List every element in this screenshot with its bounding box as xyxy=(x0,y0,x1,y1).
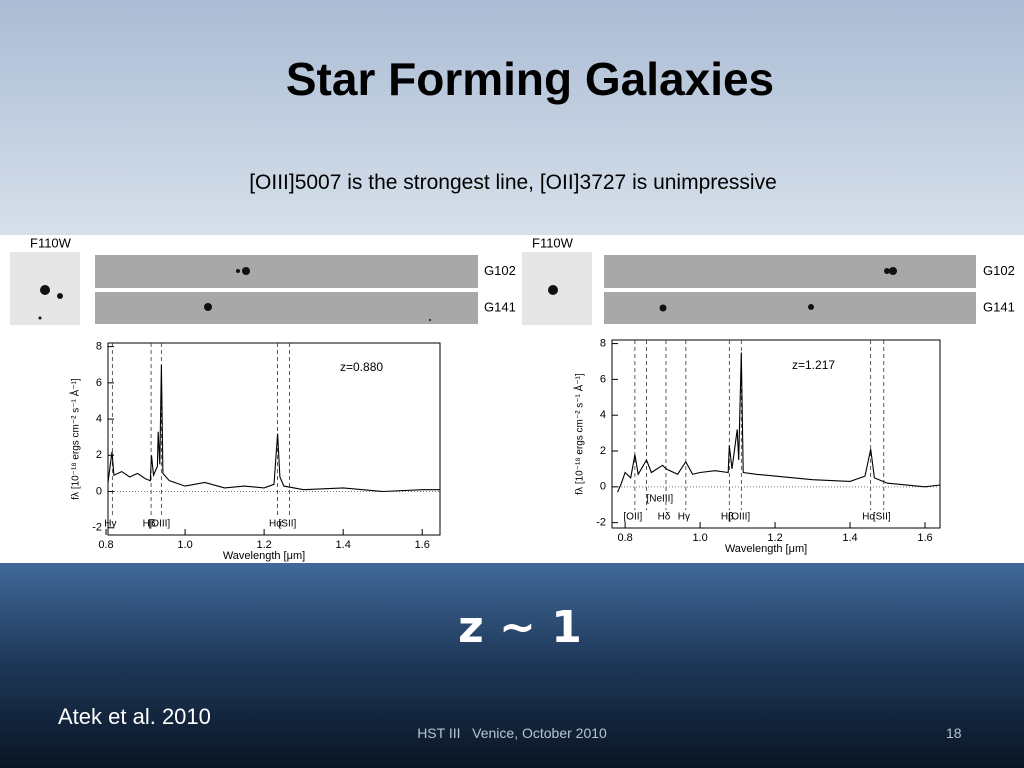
emission-line-label: [OIII] xyxy=(149,519,171,530)
x-tick-label: 1.2 xyxy=(767,532,782,544)
emission-line-label: Hδ xyxy=(658,512,671,523)
x-tick-label: 1.4 xyxy=(336,539,351,551)
x-tick-label: 0.8 xyxy=(98,539,113,551)
strip-source xyxy=(808,304,814,310)
y-tick-label: 6 xyxy=(96,377,102,389)
strip-source xyxy=(889,267,897,275)
filter-label: F110W xyxy=(30,235,72,250)
y-axis-label: fλ [10⁻¹⁸ ergs cm⁻² s⁻¹ Å⁻¹] xyxy=(573,373,586,495)
y-tick-label: 8 xyxy=(96,341,102,353)
strip-source xyxy=(659,304,667,312)
grism-strip xyxy=(95,255,478,288)
y-tick-label: 6 xyxy=(600,373,606,385)
y-tick-label: 0 xyxy=(600,481,606,493)
strip-source xyxy=(236,269,240,273)
grism-label: G141 xyxy=(983,299,1015,314)
x-tick-label: 1.0 xyxy=(692,532,707,544)
y-tick-label: 8 xyxy=(600,337,606,349)
footer-event: HST III Venice, October 2010 xyxy=(417,725,607,741)
x-tick-label: 1.0 xyxy=(177,539,192,551)
y-tick-label: -2 xyxy=(596,517,606,529)
x-tick-label: 0.8 xyxy=(617,532,632,544)
source-blob xyxy=(57,293,63,299)
grism-label: G141 xyxy=(484,299,516,314)
emission-line-label: Hβ xyxy=(721,512,734,523)
x-tick-label: 1.6 xyxy=(415,539,430,551)
grism-label: G102 xyxy=(484,263,516,278)
emission-line-label: Hγ xyxy=(104,519,116,530)
page-number: 18 xyxy=(946,725,962,741)
source-blob xyxy=(40,285,50,295)
y-tick-label: 4 xyxy=(600,409,606,421)
bottom-band xyxy=(0,563,1024,768)
x-axis-label: Wavelength [μm] xyxy=(725,543,807,555)
plot-frame xyxy=(107,342,441,536)
emission-line-label: [OII] xyxy=(623,512,642,523)
grism-strip xyxy=(95,292,478,324)
redshift-label: z=0.880 xyxy=(340,360,383,374)
source-blob xyxy=(548,285,558,295)
spectrum xyxy=(107,364,440,493)
emission-line-label: Hα xyxy=(862,512,875,523)
emission-line-label: [SII] xyxy=(279,519,297,530)
strip-source xyxy=(242,267,250,275)
redshift-label: z=1.217 xyxy=(792,358,835,372)
slide-title: Star Forming Galaxies xyxy=(285,53,775,105)
y-tick-label: 2 xyxy=(600,445,606,457)
x-tick-label: 1.6 xyxy=(917,532,932,544)
citation: Atek et al. 2010 xyxy=(58,704,211,729)
highlight: z ~ 1 xyxy=(458,602,582,653)
y-tick-label: 2 xyxy=(96,449,102,461)
filter-label: F110W xyxy=(532,235,574,250)
x-tick-label: 1.2 xyxy=(256,539,271,551)
subtitle: [OIII]5007 is the strongest line, [OII]3… xyxy=(249,171,777,194)
emission-line-label: [OIII] xyxy=(728,512,750,523)
spectrum xyxy=(617,352,941,493)
source-blob xyxy=(38,316,42,320)
y-axis-label: fλ [10⁻¹⁸ ergs cm⁻² s⁻¹ Å⁻¹] xyxy=(69,378,82,500)
figure-background xyxy=(0,235,1024,563)
strip-source xyxy=(429,319,431,321)
emission-line-label: [NeIII] xyxy=(646,494,673,505)
emission-line-label: Hβ xyxy=(143,519,156,530)
strip-source xyxy=(204,303,212,311)
x-axis-label: Wavelength [μm] xyxy=(223,550,305,562)
grism-label: G102 xyxy=(983,263,1015,278)
plot-frame xyxy=(611,339,941,529)
y-tick-label: -2 xyxy=(92,522,102,534)
grism-strip xyxy=(604,255,976,288)
y-tick-label: 0 xyxy=(96,485,102,497)
emission-line-label: Hα xyxy=(269,519,282,530)
emission-line-label: [SII] xyxy=(873,512,891,523)
y-tick-label: 4 xyxy=(96,413,102,425)
x-tick-label: 1.4 xyxy=(842,532,857,544)
emission-line-label: Hγ xyxy=(678,512,690,523)
spectrum-panel: F110W G102 G141 0.8 1.0 1.2 1.4 1.6 -2 0 2 4 6 8 Wavel… xyxy=(10,235,516,562)
strip-source xyxy=(884,268,890,274)
spectrum-panel: F110W G102 G141 0.8 1.0 1.2 1.4 1.6 -2 0 2 4 6 8 Wavel… xyxy=(522,235,1015,555)
